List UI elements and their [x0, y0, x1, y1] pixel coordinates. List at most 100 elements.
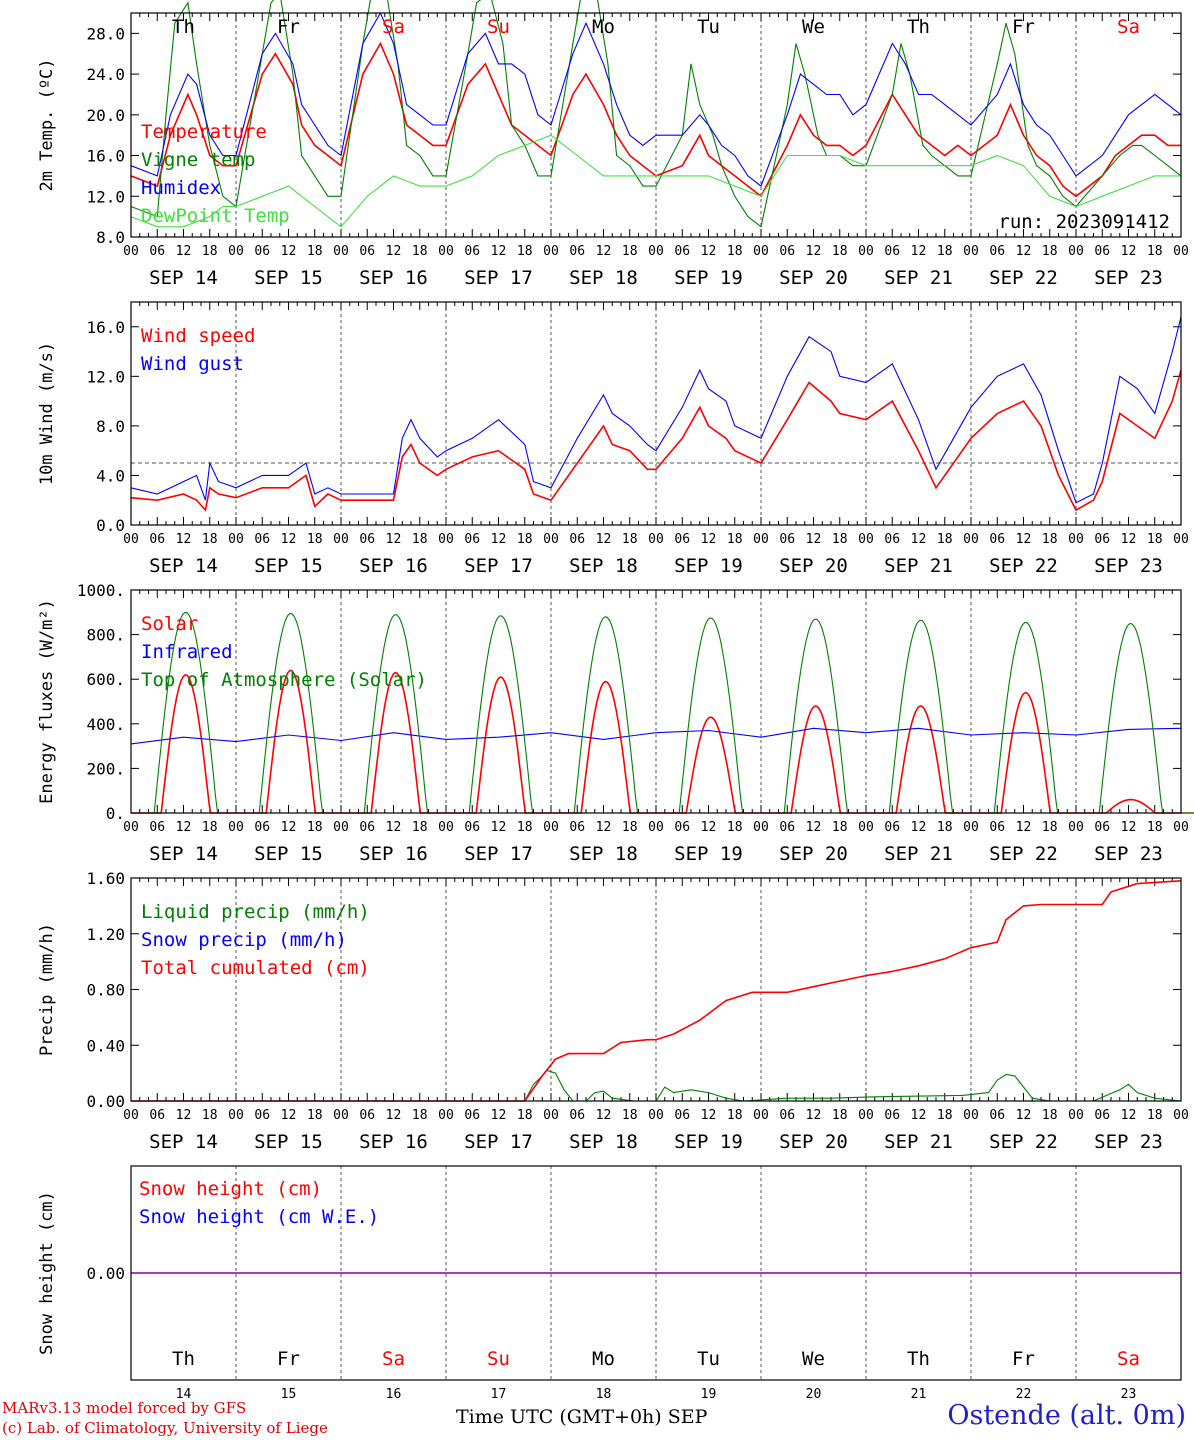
- hour-label: 06: [989, 244, 1005, 259]
- y-tick-label: 600.: [86, 670, 125, 689]
- hour-label: 18: [202, 532, 218, 547]
- hour-label: 00: [1173, 820, 1189, 835]
- hour-label: 12: [1016, 1108, 1032, 1123]
- hour-label: 06: [359, 820, 375, 835]
- hour-label: 00: [648, 1108, 664, 1123]
- legend-entry: Snow precip (mm/h): [141, 929, 347, 951]
- date-label: SEP 20: [779, 1131, 848, 1153]
- y-tick-label: 28.0: [86, 24, 125, 43]
- hour-label: 12: [596, 244, 612, 259]
- hour-label: 06: [674, 244, 690, 259]
- hour-label: 00: [438, 1108, 454, 1123]
- hour-label: 12: [806, 532, 822, 547]
- hour-label: 18: [1147, 820, 1163, 835]
- hour-label: 12: [1121, 1108, 1137, 1123]
- hour-label: 06: [149, 532, 165, 547]
- day-name-top: Fr: [1012, 16, 1035, 38]
- y-tick-label: 400.: [86, 715, 125, 734]
- day-name-top: Sa: [1117, 16, 1140, 38]
- hour-label: 00: [753, 532, 769, 547]
- date-label: SEP 15: [254, 267, 323, 289]
- hour-label: 06: [884, 532, 900, 547]
- hour-label: 12: [911, 1108, 927, 1123]
- day-name-bottom: Fr: [277, 1348, 300, 1370]
- legend-entry: Infrared: [141, 641, 233, 663]
- hour-label: 18: [937, 820, 953, 835]
- y-axis-label: 2m Temp. (ºC): [37, 58, 57, 191]
- legend-entry: Wind gust: [141, 353, 244, 375]
- hour-label: 06: [674, 532, 690, 547]
- hour-label: 00: [123, 532, 139, 547]
- series-solar: [131, 669, 1194, 814]
- hour-label: 06: [254, 1108, 270, 1123]
- date-label: SEP 21: [884, 843, 953, 865]
- hour-label: 06: [254, 244, 270, 259]
- hour-label: 12: [491, 532, 507, 547]
- hour-label: 18: [622, 1108, 638, 1123]
- hour-label: 00: [333, 532, 349, 547]
- month-label: SEP: [667, 1406, 708, 1428]
- hour-label: 00: [438, 532, 454, 547]
- hour-label: 12: [281, 1108, 297, 1123]
- legend-entry: Vigne temp: [141, 149, 255, 171]
- hour-label: 06: [989, 820, 1005, 835]
- hour-label: 06: [569, 244, 585, 259]
- hour-label: 12: [386, 1108, 402, 1123]
- legend-entry: Snow height (cm): [139, 1178, 322, 1200]
- y-tick-label: 0.0: [96, 516, 125, 535]
- y-tick-label: 0.80: [86, 981, 125, 1000]
- y-tick-label: 1.20: [86, 925, 125, 944]
- day-number: 19: [701, 1387, 717, 1402]
- hour-label: 18: [622, 244, 638, 259]
- series-infrared: [130, 727, 1182, 745]
- hour-label: 18: [727, 1108, 743, 1123]
- date-label: SEP 14: [149, 267, 218, 289]
- hour-label: 12: [491, 244, 507, 259]
- hour-label: 00: [333, 244, 349, 259]
- day-name-top: Su: [487, 16, 510, 38]
- day-number: 17: [491, 1387, 507, 1402]
- hour-label: 12: [1121, 532, 1137, 547]
- hour-label: 12: [596, 820, 612, 835]
- hour-label: 12: [1016, 532, 1032, 547]
- day-name-bottom: Fr: [1012, 1348, 1035, 1370]
- day-number: 23: [1121, 1387, 1137, 1402]
- hour-label: 12: [491, 820, 507, 835]
- y-tick-label: 12.0: [86, 187, 125, 206]
- hour-label: 06: [1094, 820, 1110, 835]
- date-label: SEP 18: [569, 843, 638, 865]
- hour-label: 00: [963, 820, 979, 835]
- hour-label: 18: [307, 820, 323, 835]
- hour-label: 12: [281, 244, 297, 259]
- hour-label: 18: [622, 820, 638, 835]
- hour-label: 00: [543, 532, 559, 547]
- panel-3: Energy fluxes (W/m²): [37, 589, 1194, 814]
- hour-label: 06: [779, 1108, 795, 1123]
- day-name-top: Sa: [382, 16, 405, 38]
- hour-label: 12: [1016, 820, 1032, 835]
- hour-label: 12: [596, 1108, 612, 1123]
- hour-label: 06: [464, 1108, 480, 1123]
- panel-2: 10m Wind (m/s): [37, 301, 1182, 526]
- hour-label: 00: [333, 820, 349, 835]
- day-name-bottom: We: [802, 1348, 825, 1370]
- y-tick-label: 200.: [86, 759, 125, 778]
- hour-label: 00: [228, 1108, 244, 1123]
- y-tick-label: 16.0: [86, 147, 125, 166]
- date-label: SEP 23: [1094, 267, 1163, 289]
- hour-label: 06: [359, 244, 375, 259]
- hour-label: 06: [569, 532, 585, 547]
- hour-label: 18: [517, 1108, 533, 1123]
- hour-label: 12: [281, 532, 297, 547]
- series-wind-gust: [130, 316, 1182, 504]
- hour-label: 06: [149, 820, 165, 835]
- y-tick-label: 0.00: [86, 1092, 125, 1111]
- day-name-bottom: Tu: [697, 1348, 720, 1370]
- date-label: SEP 21: [884, 1131, 953, 1153]
- hour-label: 18: [202, 244, 218, 259]
- series-temperature: [130, 41, 1181, 198]
- date-label: SEP 14: [149, 555, 218, 577]
- y-axis-label: Energy fluxes (W/m²): [37, 599, 57, 804]
- y-tick-label: 0.: [106, 804, 125, 823]
- hour-label: 06: [674, 1108, 690, 1123]
